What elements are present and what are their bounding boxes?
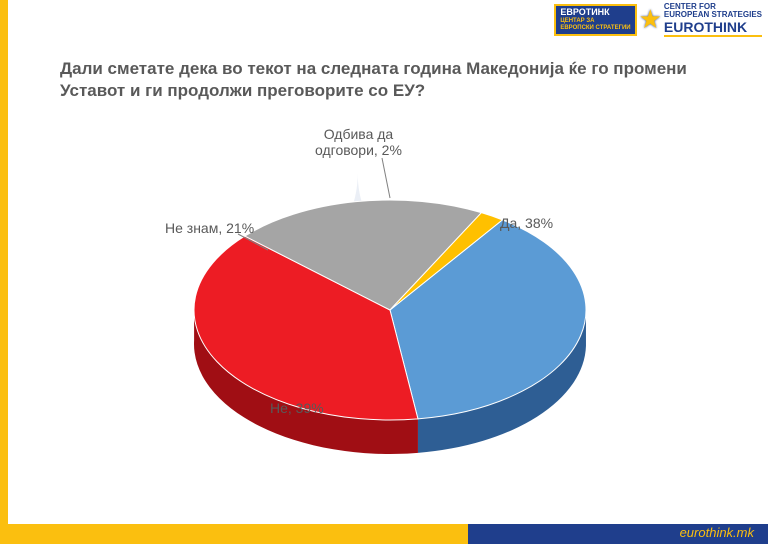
logo-cyr-sub1: ЦЕНТАР ЗА (560, 18, 630, 25)
logo-cyr-title: ЕВРОТИНК (560, 7, 609, 17)
logo-en-line2: EUROPEAN STRATEGIES (664, 10, 762, 19)
page-title: Дали сметате дека во текот на следната г… (60, 58, 708, 102)
left-accent-stripe (0, 0, 8, 544)
logo-cyr-sub2: ЕВРОПСКИ СТРАТЕГИИ (560, 25, 630, 32)
footer-blue-segment: eurothink.mk (468, 524, 768, 544)
footer-bar: eurothink.mk (8, 524, 768, 544)
logo-cyrillic-box: ЕВРОТИНК ЦЕНТАР ЗА ЕВРОПСКИ СТРАТЕГИИ (554, 4, 636, 35)
leader-line (382, 158, 390, 198)
pie-data-label: Одбива даодговори, 2% (315, 126, 402, 158)
pie-chart-svg (100, 120, 660, 480)
footer-url: eurothink.mk (680, 525, 754, 540)
logo-en-line1: CENTER FOR (664, 2, 716, 11)
logo-english-box: CENTER FOR EUROPEAN STRATEGIES EUROTHINK (664, 3, 762, 38)
eurothink-logo: ЕВРОТИНК ЦЕНТАР ЗА ЕВРОПСКИ СТРАТЕГИИ ★ … (554, 3, 762, 38)
pie-data-label: Не знам, 21% (165, 220, 254, 236)
pie-data-label: Да, 38% (500, 215, 553, 231)
footer-yellow-segment (8, 524, 468, 544)
star-icon: ★ (639, 4, 662, 35)
header-logo-area: ЕВРОТИНК ЦЕНТАР ЗА ЕВРОПСКИ СТРАТЕГИИ ★ … (554, 0, 768, 40)
pie-chart-area: ✦ Да, 38%Не, 39%Не знам, 21%Одбива даодг… (100, 120, 660, 480)
pie-data-label: Не, 39% (270, 400, 324, 416)
logo-en-main: EUROTHINK (664, 20, 762, 37)
